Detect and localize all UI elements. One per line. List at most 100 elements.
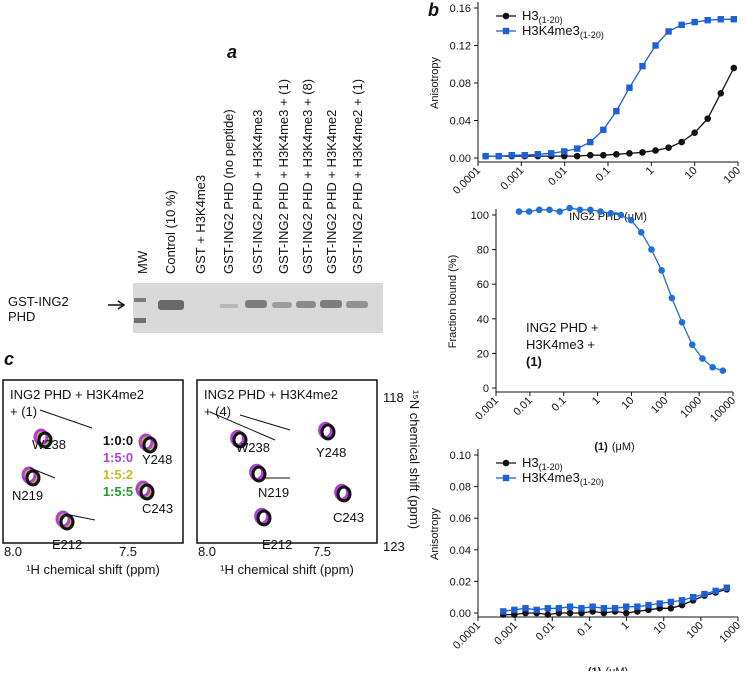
marker — [717, 90, 725, 97]
lane-label: GST-ING2 PHD + H3K4me3 — [250, 110, 265, 274]
y-axis-label: Anisotropy — [429, 57, 441, 109]
x-tick-label: 100 — [685, 620, 706, 641]
y-tick-label: 123 — [383, 539, 405, 554]
band-label: GST-ING2 — [8, 294, 69, 309]
x-tick-label: 0.0001 — [451, 620, 483, 652]
marker — [600, 151, 607, 159]
legend-name: H3 — [522, 8, 539, 23]
x-tick-label: 0.001 — [473, 395, 501, 423]
marker — [566, 603, 574, 610]
legend-label: H3(1-20) — [522, 8, 563, 25]
x-tick-label: 10 — [619, 395, 636, 412]
x-tick-label: 0.001 — [492, 620, 520, 648]
residue-label: C243 — [333, 510, 364, 525]
marker — [511, 606, 518, 614]
y-tick-label: 0.00 — [450, 153, 471, 165]
y-tick-label: 100 — [471, 210, 489, 222]
band — [245, 300, 267, 308]
marker — [689, 594, 697, 601]
marker — [667, 604, 675, 612]
marker — [576, 206, 584, 214]
peak — [139, 483, 155, 501]
marker — [525, 208, 533, 215]
y-axis-label: Anisotropy — [429, 508, 441, 560]
marker — [639, 149, 646, 156]
ratio-label: 1:5:2 — [103, 467, 133, 482]
marker — [597, 208, 604, 215]
residue-label: E212 — [262, 537, 292, 552]
band-label: PHD — [8, 309, 35, 324]
marker — [717, 16, 724, 23]
marker — [546, 206, 553, 214]
x-tick-label: 7.5 — [119, 544, 137, 559]
y-tick-label: 0.16 — [450, 3, 471, 15]
panel-letter: b — [428, 0, 439, 20]
marker — [521, 151, 528, 159]
marker — [533, 606, 540, 614]
y-tick-label: 0.04 — [450, 116, 471, 128]
lane-label: GST-ING2 PHD (no peptide) — [221, 109, 236, 274]
x-axis-label: ¹H chemical shift (ppm) — [26, 562, 160, 577]
legend-label: H3K4me3(1-20) — [522, 470, 604, 487]
x-tick-label: 0.1 — [594, 165, 613, 184]
y-tick-label: 0.08 — [450, 482, 471, 494]
x-label-compound: (1) — [588, 666, 602, 671]
x-tick-label: 100 — [722, 165, 743, 186]
x-tick-label: 8.0 — [4, 544, 22, 559]
ratio-label: 1:0:0 — [103, 433, 133, 448]
legend-name: H3K4me3 — [522, 470, 580, 485]
marker — [701, 590, 708, 598]
x-tick-label: 10 — [652, 620, 669, 637]
x-label-unit: (μM) — [612, 441, 635, 453]
x-label-unit: (μM) — [605, 666, 628, 671]
nmr-peaks: W238 Y248 N219 C243 E212 W238 Y248 N219 C243 E212… — [12, 409, 364, 552]
ratio-label: 1:5:5 — [103, 484, 133, 499]
x-tick-label: 10 — [683, 165, 700, 182]
x-tick-label: 0.1 — [575, 620, 594, 639]
y-tick-label: 0.12 — [450, 41, 471, 53]
marker — [691, 18, 698, 26]
y-tick-label: 118 — [383, 390, 404, 405]
marker — [573, 152, 581, 160]
marker — [688, 341, 696, 349]
marker — [600, 126, 607, 134]
marker — [587, 206, 594, 214]
x-tick-label: 10000 — [708, 395, 738, 425]
gel-bands — [134, 298, 368, 323]
lane-label: Control (10 %) — [163, 190, 178, 274]
y-tick-label: 20 — [477, 348, 489, 360]
marker — [522, 605, 529, 612]
marker — [578, 605, 585, 612]
ratio-label: 1:5:0 — [103, 450, 133, 465]
annotation: (1) — [526, 354, 542, 369]
marker — [699, 355, 706, 362]
marker — [600, 605, 608, 612]
lane-label: GST + H3K4me3 — [193, 175, 208, 274]
marker — [656, 600, 663, 607]
marker — [622, 609, 630, 617]
spectrum-frame — [2, 379, 184, 544]
y-axis-label: ¹⁵N chemical shift (ppm) — [407, 390, 422, 529]
peak — [320, 423, 336, 441]
marker — [623, 603, 630, 610]
residue-label: Y248 — [316, 445, 346, 460]
marker — [652, 147, 659, 154]
x-tick-label: 1000 — [678, 395, 704, 421]
shift-arrow — [39, 409, 93, 429]
marker — [648, 246, 655, 253]
marker — [589, 603, 596, 610]
marker — [574, 145, 581, 152]
marker — [534, 151, 542, 158]
peak — [336, 485, 352, 503]
peak — [232, 431, 248, 449]
x-axis-label: ING2 PHD (μM) — [569, 211, 647, 223]
legend-label: H3K4me3(1-20) — [522, 23, 604, 40]
band — [320, 300, 342, 308]
x-tick-label: 0.1 — [550, 395, 569, 414]
band-arrow — [108, 300, 126, 310]
annotation: ING2 PHD + — [526, 320, 599, 335]
legend-marker — [502, 459, 510, 467]
residue-label: N219 — [258, 485, 289, 500]
